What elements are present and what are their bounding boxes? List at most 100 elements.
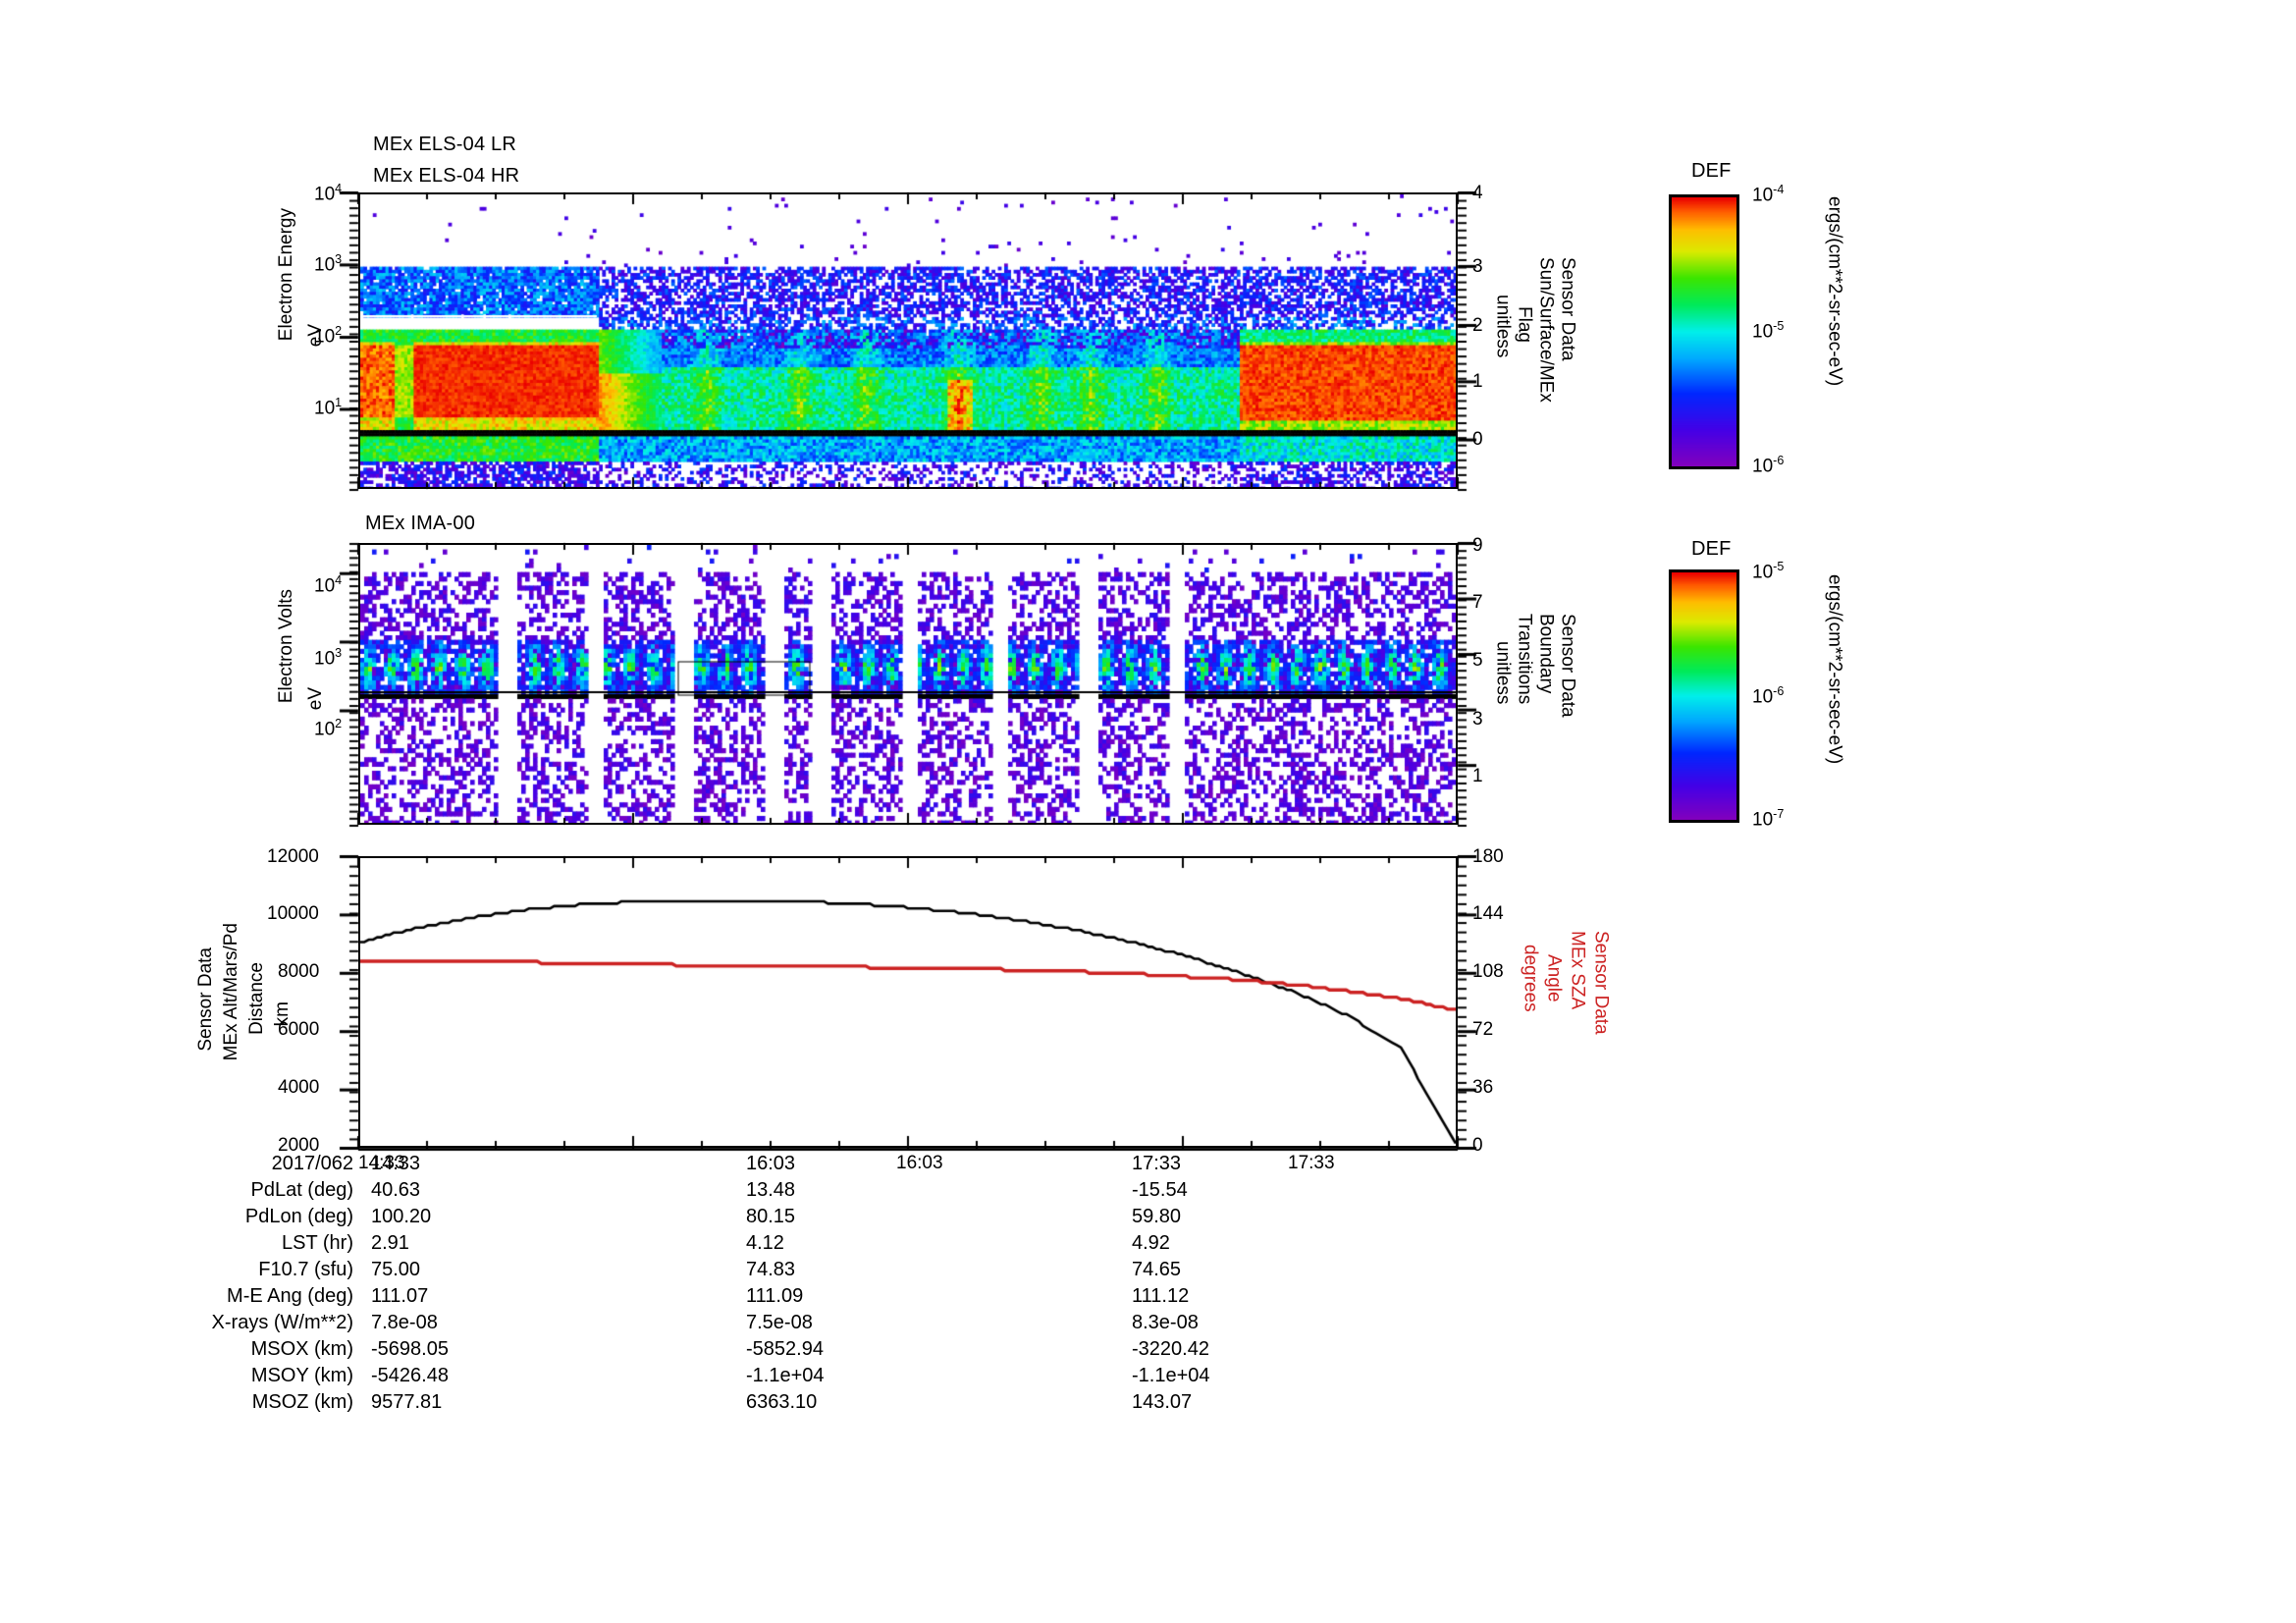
colorbar1-units: ergs/(cm**2-sr-sec-eV): [1824, 196, 1845, 387]
panel2-right-axis-label-2: Boundary: [1535, 614, 1557, 694]
panel3-y-axis-label-2: MEx Alt/Mars/Pd: [221, 923, 241, 1061]
colorbar2-tick-mid: 10-6: [1752, 684, 1784, 708]
panel1-y-axis-label-text: Electron Energy: [276, 208, 296, 342]
panel2-ytick-0: 104: [314, 573, 342, 597]
panel3-ytick-3: 6000: [278, 1019, 320, 1040]
parameter-table: 2017/062 14:33 16:03 17:33 PdLat (deg) 4…: [59, 1153, 1482, 1413]
row-value-col3: 111.12: [1132, 1285, 1190, 1307]
panel1-right-tick-1: 3: [1472, 256, 1483, 277]
panel3-ytick-1: 10000: [267, 903, 319, 924]
panel1-ytick-2-base: 10: [314, 326, 336, 348]
row-value-col3: 143.07: [1132, 1391, 1193, 1413]
row-value-col3: -1.1e+04: [1132, 1365, 1210, 1386]
altitude-sza-line-panel[interactable]: [358, 856, 1458, 1148]
panel3-right-tick-0: 180: [1472, 846, 1504, 867]
colorbar2-bot-base: 10: [1752, 809, 1774, 831]
panel1-ytick-2-exp: 2: [335, 324, 343, 338]
panel1-ytick-1: 103: [314, 252, 342, 276]
panel1-title-hr: MEx ELS-04 HR: [373, 165, 520, 187]
panel3-right-tick-1: 144: [1472, 903, 1504, 924]
row-value-col1: 100.20: [371, 1206, 432, 1227]
colorbar2-mid-base: 10: [1752, 686, 1774, 708]
colorbar2-tick-bot: 10-7: [1752, 807, 1784, 831]
panel1-ytick-0-base: 10: [314, 184, 336, 205]
electron-energy-spectrogram-panel[interactable]: [358, 192, 1458, 489]
panel1-title-lr: MEx ELS-04 LR: [373, 134, 516, 155]
panel1-right-tick-3: 1: [1472, 371, 1483, 392]
colorbar1-title: DEF: [1691, 160, 1732, 182]
panel2-right-axis-label-4: unitless: [1492, 641, 1514, 705]
row-value-col2: -1.1e+04: [746, 1365, 825, 1386]
panel2-ytick-0-base: 10: [314, 575, 336, 597]
colorbar1-mid-base: 10: [1752, 321, 1774, 343]
panel1-ytick-3-base: 10: [314, 398, 336, 419]
panel2-right-axis-label-1: Sensor Data: [1557, 614, 1578, 718]
row-value-col3: 4.92: [1132, 1232, 1170, 1254]
panel1-ytick-1-base: 10: [314, 254, 336, 276]
panel1-ytick-0: 104: [314, 182, 342, 205]
row-label: LST (hr): [282, 1232, 353, 1254]
panel2-right-tick-1: 7: [1472, 592, 1483, 613]
colorbar1-top-base: 10: [1752, 185, 1774, 206]
panel1-right-axis-label-1: Sensor Data: [1557, 257, 1578, 361]
panel1-ytick-3: 101: [314, 396, 342, 419]
panel1-right-tick-4: 0: [1472, 429, 1483, 450]
row-value-col1: 111.07: [371, 1285, 429, 1307]
panel3-right-tick-2: 108: [1472, 961, 1504, 982]
panel2-ytick-2-base: 10: [314, 719, 336, 740]
colorbar1-bot-exp: -6: [1773, 454, 1785, 467]
colorbar2-mid-exp: -6: [1773, 684, 1785, 698]
panel2-ytick-2-exp: 2: [335, 717, 343, 730]
panel1-ytick-3-exp: 1: [335, 396, 343, 409]
time-axis-tick-2: 17:33: [1288, 1153, 1335, 1173]
panel1-y-axis-label: Electron Energy: [276, 208, 297, 342]
panel3-right-axis-label-3: Angle: [1543, 954, 1565, 1002]
colorbar1-mid-exp: -5: [1773, 319, 1785, 333]
row-value-col2: 111.09: [746, 1285, 804, 1307]
panel3-right-axis-label-2: MEx SZA: [1567, 931, 1588, 1010]
row-value-col3: 74.65: [1132, 1259, 1182, 1280]
colorbar1-tick-bot: 10-6: [1752, 454, 1784, 477]
panel2-y-axis-label-text: Electron Volts: [276, 589, 296, 704]
row-value-col2: 80.15: [746, 1206, 796, 1227]
panel3-right-tick-4: 36: [1472, 1077, 1494, 1098]
panel2-right-tick-0: 9: [1472, 535, 1483, 556]
colorbar1[interactable]: [1669, 194, 1739, 469]
row-label: 2017/062: [271, 1153, 353, 1174]
ion-spectrogram-panel[interactable]: [358, 543, 1458, 825]
colorbar1-top-exp: -4: [1773, 183, 1785, 196]
row-value-col1: -5426.48: [371, 1365, 449, 1386]
colorbar1-bot-base: 10: [1752, 456, 1774, 477]
row-value-col3: 59.80: [1132, 1206, 1182, 1227]
row-value-col2: 13.48: [746, 1179, 796, 1201]
row-value-col1: -5698.05: [371, 1338, 449, 1360]
panel3-ytick-4: 4000: [278, 1077, 320, 1098]
row-label: X-rays (W/m**2): [211, 1312, 353, 1333]
row-value-col1: 40.63: [371, 1179, 421, 1201]
panel3-y-axis-label-3: Distance: [246, 962, 267, 1035]
row-value-col3: -3220.42: [1132, 1338, 1209, 1360]
row-value-col2: 6363.10: [746, 1391, 818, 1413]
row-label: MSOY (km): [250, 1365, 353, 1386]
row-value-col1: 2.91: [371, 1232, 409, 1254]
row-value-col2: 7.5e-08: [746, 1312, 813, 1333]
panel2-right-tick-2: 5: [1472, 650, 1483, 671]
panel1-right-tick-2: 2: [1472, 315, 1483, 336]
row-label: F10.7 (sfu): [258, 1259, 353, 1280]
panel2-y-axis-unit: eV: [305, 687, 327, 710]
colorbar2-tick-top: 10-5: [1752, 560, 1784, 583]
row-value-col1: 75.00: [371, 1259, 421, 1280]
colorbar2-top-exp: -5: [1773, 560, 1785, 573]
panel2-ytick-1-base: 10: [314, 648, 336, 670]
panel2-ytick-1-exp: 3: [335, 646, 343, 660]
colorbar1-tick-mid: 10-5: [1752, 319, 1784, 343]
row-label: PdLon (deg): [244, 1206, 353, 1227]
panel1-right-axis-label-2: Sun/Surface/MEx: [1535, 257, 1557, 403]
panel1-right-tick-0: 4: [1472, 183, 1483, 203]
colorbar1-tick-top: 10-4: [1752, 183, 1784, 206]
colorbar2-units: ergs/(cm**2-sr-sec-eV): [1824, 574, 1845, 765]
colorbar2-bot-exp: -7: [1773, 807, 1785, 821]
row-value-col1: 7.8e-08: [371, 1312, 438, 1333]
panel2-ytick-1: 103: [314, 646, 342, 670]
colorbar2[interactable]: [1669, 569, 1739, 823]
